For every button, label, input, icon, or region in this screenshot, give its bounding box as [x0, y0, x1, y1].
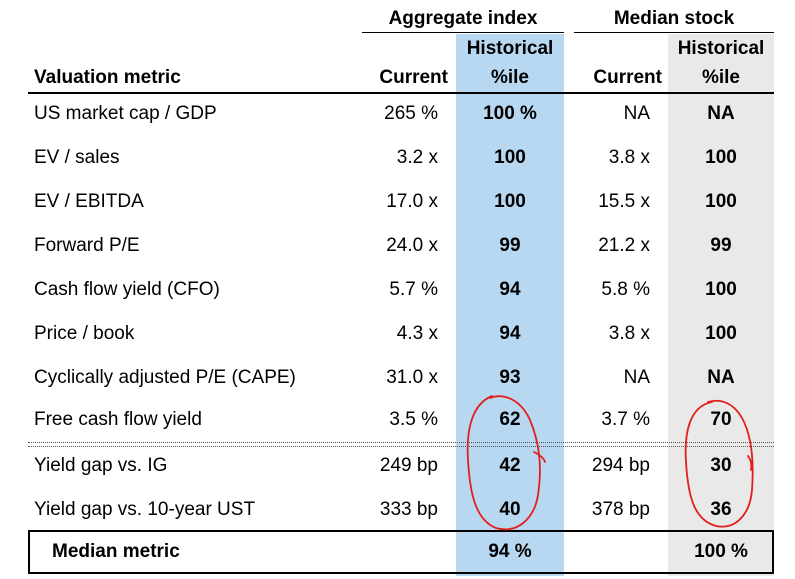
table-row: EV / EBITDA 17.0 x 100 15.5 x 100 — [0, 180, 795, 224]
median-percentile-value: NA — [707, 367, 735, 388]
table-row: Cash flow yield (CFO) 5.7 % 94 5.8 % 100 — [0, 268, 795, 312]
median-current-value: 378 bp — [591, 499, 650, 520]
aggregate-percentile-value: 42 — [499, 455, 521, 476]
aggregate-current-value: 17.0 x — [386, 191, 438, 212]
median-metric-aggregate-percentile: 94 % — [488, 541, 532, 562]
header-median-current: Current — [593, 67, 662, 88]
aggregate-current-value: 4.3 x — [396, 323, 438, 344]
red-circle-median — [684, 399, 754, 528]
aggregate-percentile-value: 40 — [499, 499, 521, 520]
aggregate-percentile-value: 100 % — [483, 103, 537, 124]
median-percentile-value: 100 — [705, 279, 737, 300]
median-current-value: 5.8 % — [601, 279, 650, 300]
metric-name: Forward P/E — [34, 235, 140, 256]
group-header-median: Median stock — [613, 8, 735, 29]
aggregate-percentile-value: 99 — [499, 235, 521, 256]
table-row: Yield gap vs. 10-year UST 333 bp 40 378 … — [0, 488, 795, 532]
median-metric-box — [28, 530, 774, 574]
aggregate-percentile-column-shade — [456, 34, 564, 576]
aggregate-current-value: 333 bp — [379, 499, 438, 520]
metric-name: Yield gap vs. 10-year UST — [34, 499, 256, 520]
aggregate-percentile-value: 94 — [499, 323, 521, 344]
median-percentile-value: 30 — [710, 455, 732, 476]
metric-name: Cash flow yield (CFO) — [34, 279, 220, 300]
metric-name: Cyclically adjusted P/E (CAPE) — [34, 367, 296, 388]
aggregate-percentile-value: 100 — [494, 191, 526, 212]
red-circle-aggregate — [466, 395, 541, 531]
aggregate-current-value: 249 bp — [379, 455, 438, 476]
aggregate-current-value: 265 % — [384, 103, 438, 124]
group-underline-median — [574, 32, 774, 33]
metric-name: EV / EBITDA — [34, 191, 144, 212]
table-row: Cyclically adjusted P/E (CAPE) 31.0 x 93… — [0, 356, 795, 400]
median-current-value: NA — [623, 367, 650, 388]
header-valuation-metric: Valuation metric — [34, 67, 181, 88]
red-tick-median — [747, 455, 753, 471]
median-percentile-value: 36 — [710, 499, 732, 520]
median-current-value: 294 bp — [591, 455, 650, 476]
table-row: Yield gap vs. IG 249 bp 42 294 bp 30 — [0, 444, 795, 488]
group-header-aggregate: Aggregate index — [388, 8, 538, 29]
aggregate-percentile-value: 93 — [499, 367, 521, 388]
header-aggregate-historical: Historical — [466, 38, 554, 59]
median-current-value: 3.8 x — [608, 147, 650, 168]
table-row: Price / book 4.3 x 94 3.8 x 100 — [0, 312, 795, 356]
table-row: Forward P/E 24.0 x 99 21.2 x 99 — [0, 224, 795, 268]
aggregate-current-value: 3.5 % — [389, 409, 438, 430]
header-aggregate-percentile: %ile — [490, 67, 530, 88]
median-current-value: NA — [623, 103, 650, 124]
median-current-value: 15.5 x — [598, 191, 650, 212]
header-aggregate-current: Current — [379, 67, 448, 88]
aggregate-current-value: 24.0 x — [386, 235, 438, 256]
aggregate-percentile-value: 62 — [499, 409, 521, 430]
header-median-historical: Historical — [677, 38, 765, 59]
aggregate-percentile-value: 100 — [494, 147, 526, 168]
metric-name: Free cash flow yield — [34, 409, 202, 430]
median-percentile-value: 100 — [705, 323, 737, 344]
aggregate-percentile-value: 94 — [499, 279, 521, 300]
group-underline-aggregate — [362, 32, 564, 33]
header-median-percentile: %ile — [701, 67, 741, 88]
median-percentile-value: 99 — [710, 235, 732, 256]
table-row: EV / sales 3.2 x 100 3.8 x 100 — [0, 136, 795, 180]
metric-name: EV / sales — [34, 147, 120, 168]
aggregate-current-value: 31.0 x — [386, 367, 438, 388]
header-rule — [28, 92, 774, 94]
red-tick-aggregate — [533, 451, 546, 463]
median-metric-median-percentile: 100 % — [694, 541, 748, 562]
median-metric-label: Median metric — [52, 541, 180, 562]
metric-name: US market cap / GDP — [34, 103, 217, 124]
median-percentile-value: 100 — [705, 191, 737, 212]
median-current-value: 3.8 x — [608, 323, 650, 344]
median-percentile-value: 100 — [705, 147, 737, 168]
table-row: Free cash flow yield 3.5 % 62 3.7 % 70 — [0, 398, 795, 442]
section-divider — [28, 442, 774, 447]
aggregate-current-value: 3.2 x — [396, 147, 438, 168]
median-percentile-value: NA — [707, 103, 735, 124]
median-percentile-column-shade — [668, 34, 774, 576]
metric-name: Price / book — [34, 323, 135, 344]
median-percentile-value: 70 — [710, 409, 732, 430]
aggregate-current-value: 5.7 % — [389, 279, 438, 300]
table-row: US market cap / GDP 265 % 100 % NA NA — [0, 92, 795, 136]
median-current-value: 3.7 % — [601, 409, 650, 430]
median-current-value: 21.2 x — [598, 235, 650, 256]
metric-name: Yield gap vs. IG — [34, 455, 168, 476]
